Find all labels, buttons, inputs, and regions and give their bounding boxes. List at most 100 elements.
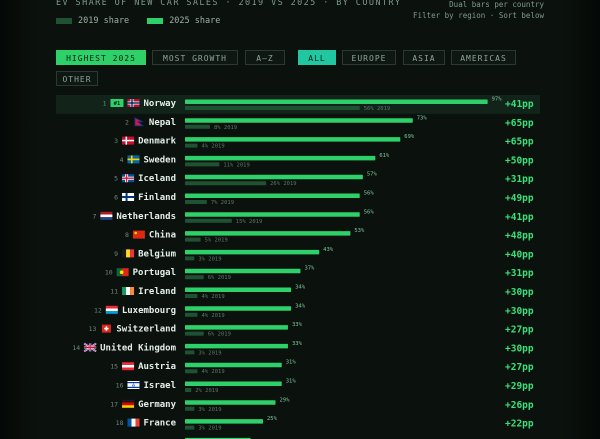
flag-icon-gb [83, 342, 97, 353]
bar-2025 [185, 287, 292, 292]
value-label-2019: 6% 2019 [208, 332, 231, 338]
flag-icon-nl [100, 211, 113, 220]
value-label-2025: 73% [417, 115, 428, 121]
legend-2019: 2019 share [56, 16, 129, 26]
table-row: 33% 3% 2019 United Kingdom 14 +30pp [72, 341, 534, 357]
bar-2019 [185, 181, 267, 186]
bar-2025 [185, 325, 288, 330]
sort-highest-2025-button[interactable]: HIGHEST 2025 [56, 50, 146, 65]
flag-icon-lu [105, 305, 118, 314]
table-row: 57% 26% 2019 Iceland 5 +31pp [114, 172, 534, 188]
region-other-button[interactable]: OTHER [56, 71, 98, 86]
rank-number: 10 [105, 269, 113, 277]
legend-2025-swatch [147, 18, 164, 24]
value-label-2019: 26% 2019 [270, 181, 297, 187]
country-label: Ireland [138, 287, 176, 297]
value-label-2019: 2% 2019 [195, 388, 218, 394]
rank-number: 8 [125, 231, 129, 239]
bar-2025 [185, 381, 282, 386]
value-label-2019: 3% 2019 [198, 256, 221, 262]
growth-delta: +65pp [505, 137, 534, 148]
rank-number: 7 [92, 212, 96, 220]
table-row: 31% 2% 2019 Israel 16 +29pp [116, 379, 534, 395]
table-row: 97% 56% 2019 Norway #1 1 +41pp [56, 95, 540, 114]
value-label-2025: 33% [292, 341, 303, 347]
bar-2019 [185, 406, 195, 411]
rank-badge-label: #1 [114, 101, 121, 107]
table-row: 33% 6% 2019 Switzerland 13 +27pp [89, 322, 534, 338]
region-americas-button[interactable]: AMERICAS [451, 50, 516, 65]
rank-number: 16 [116, 382, 124, 390]
growth-delta: +22pp [505, 419, 534, 430]
value-label-2025: 57% [367, 172, 378, 178]
growth-delta: +41pp [505, 99, 534, 110]
bar-2019 [185, 106, 360, 110]
flag-icon-ie [122, 287, 135, 295]
rank-number: 4 [120, 156, 124, 164]
flag-icon-de [122, 399, 135, 408]
bar-2025 [185, 268, 301, 274]
legend-2019-label: 2019 share [78, 16, 130, 26]
value-label-2019: 3% 2019 [198, 350, 221, 356]
bar-2019 [185, 256, 195, 261]
rank-number: 11 [110, 288, 118, 296]
region-europe-button[interactable]: EUROPE [342, 50, 396, 65]
bar-2025 [185, 137, 401, 142]
flag-icon-fi [122, 193, 135, 201]
flag-icon-be [122, 249, 135, 258]
value-label-2019: 4% 2019 [201, 144, 224, 150]
country-label: China [149, 230, 176, 241]
bar-2019 [185, 124, 210, 129]
value-label-2025: 56% [364, 191, 375, 197]
table-row: 34% 4% 2019 Luxembourg 12 +30pp [94, 303, 534, 319]
value-label-2025: 69% [404, 134, 415, 140]
value-label-2019: 56% 2019 [364, 106, 391, 112]
bar-2019 [185, 425, 195, 430]
table-row: 61% 11% 2019 Sweden 4 +50pp [120, 153, 534, 169]
bar-2025 [185, 362, 282, 368]
chart-header: EV SHARE OF NEW CAR SALES · 2019 VS 2025… [56, 0, 544, 28]
value-label-2019: 4% 2019 [201, 369, 224, 375]
country-label: Switzerland [116, 324, 176, 335]
growth-delta: +41pp [505, 212, 534, 223]
legend: 2019 share 2025 share [56, 16, 220, 26]
bar-2025 [185, 249, 320, 255]
flag-icon-np [134, 117, 145, 127]
value-label-2025: 29% [279, 397, 290, 403]
bar-2025 [185, 343, 288, 349]
sort-most-growth-button[interactable]: MOST GROWTH [152, 50, 238, 65]
value-label-2019: 5% 2019 [205, 238, 228, 244]
bar-2025 [185, 193, 360, 198]
bar-2025 [185, 231, 351, 236]
bar-2019 [185, 331, 204, 336]
growth-delta: +29pp [505, 381, 534, 392]
growth-delta: +31pp [505, 174, 534, 185]
rank-number: 18 [116, 419, 124, 427]
growth-delta: +49pp [505, 193, 534, 204]
rank-number: 6 [114, 194, 118, 202]
country-label: Netherlands [116, 212, 176, 222]
rank-number: 17 [110, 400, 118, 408]
rank-number: 15 [110, 363, 118, 371]
hint-filter: Filter by region · Sort below [413, 11, 544, 20]
flag-icon-cn [132, 230, 145, 239]
legend-2019-swatch [56, 18, 72, 24]
bar-2019 [185, 143, 198, 148]
growth-delta: +27pp [505, 362, 534, 373]
value-label-2025: 31% [286, 360, 297, 366]
rank-number: 3 [114, 137, 118, 145]
country-label: France [143, 419, 176, 429]
value-label-2025: 37% [304, 266, 315, 272]
flag-icon-no [127, 99, 140, 107]
table-row: 56% 7% 2019 Finland 6 +49pp [114, 191, 534, 207]
table-row: 56% 15% 2019 Netherlands 7 +41pp [92, 209, 533, 225]
flag-icon-ch [101, 324, 111, 333]
sort-a-z-button[interactable]: A–Z [245, 50, 285, 65]
table-row: 29% 3% 2019 Germany 17 +26pp [110, 397, 534, 413]
flag-icon-se [127, 155, 140, 164]
value-label-2025: 31% [286, 379, 297, 385]
region-asia-button[interactable]: ASIA [403, 50, 445, 65]
country-label: Germany [138, 400, 177, 410]
region-all-button[interactable]: ALL [298, 50, 336, 65]
